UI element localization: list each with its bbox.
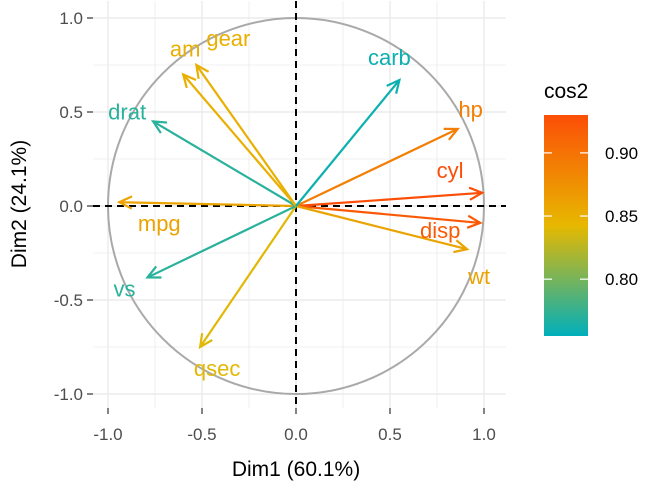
x-tick-label: 0.5 [378,425,402,444]
label-qsec: qsec [194,356,240,381]
label-vs: vs [113,276,135,301]
arrowhead-hp [443,127,460,141]
arrowhead-qsec [198,332,213,350]
arrowhead-mpg [116,195,133,210]
arrow-gear [195,64,297,207]
arrow-hp [295,127,459,207]
x-axis-title: Dim1 (60.1%) [232,458,360,481]
y-axis-title: Dim2 (24.1%) [8,140,31,268]
legend-tick-label: 0.85 [605,207,638,226]
arrow-am [182,73,297,207]
y-tick-label: 0.5 [59,103,83,122]
x-tick-label: 1.0 [472,425,496,444]
y-tick-label: 0.0 [59,197,83,216]
legend-tick-label: 0.90 [605,144,638,163]
arrowhead-disp [466,214,483,229]
arrowhead-wt [453,239,470,254]
arrowhead-carb [386,78,402,94]
arrowhead-gear [194,62,210,79]
arrowhead-cyl [468,186,485,201]
label-disp: disp [420,218,460,243]
arrow-wt [295,204,468,251]
x-tick-label: -1.0 [93,425,122,444]
arrowhead-vs [145,265,162,279]
y-tick-label: -0.5 [54,291,83,310]
arrowhead-drat [150,120,168,134]
variable-labels: mpg cyl disp hp drat wt qsec vs am gear carb [108,26,490,381]
legend-ticks: 0.90 0.85 0.80 [544,144,638,289]
variable-arrows [116,62,485,350]
arrowhead-am [181,72,197,89]
label-mpg: mpg [138,211,181,236]
legend-colorbar [544,115,588,336]
legend-title: cos2 [544,80,588,103]
label-hp: hp [458,97,482,122]
y-tick-label: 1.0 [59,9,83,28]
arrow-carb [295,79,401,207]
arrow-vs [147,205,297,279]
y-tick-label: -1.0 [54,385,83,404]
label-carb: carb [368,45,411,70]
arrow-drat [152,120,297,207]
x-tick-label: -0.5 [187,425,216,444]
label-am: am [170,36,201,61]
arrow-qsec [199,205,297,348]
y-axis-ticks: -1.0 -0.5 0.0 0.5 1.0 [54,9,93,404]
legend-tick-label: 0.80 [605,270,638,289]
arrow-cyl [295,191,483,208]
x-axis-ticks: -1.0 -0.5 0.0 0.5 1.0 [93,408,496,444]
color-legend: cos2 0.90 0.85 0.80 [544,80,638,336]
label-drat: drat [108,99,146,124]
arrow-disp [295,204,481,225]
label-wt: wt [467,264,490,289]
x-tick-label: 0.0 [284,425,308,444]
label-gear: gear [206,26,250,51]
arrow-mpg [119,201,297,208]
label-cyl: cyl [437,158,464,183]
